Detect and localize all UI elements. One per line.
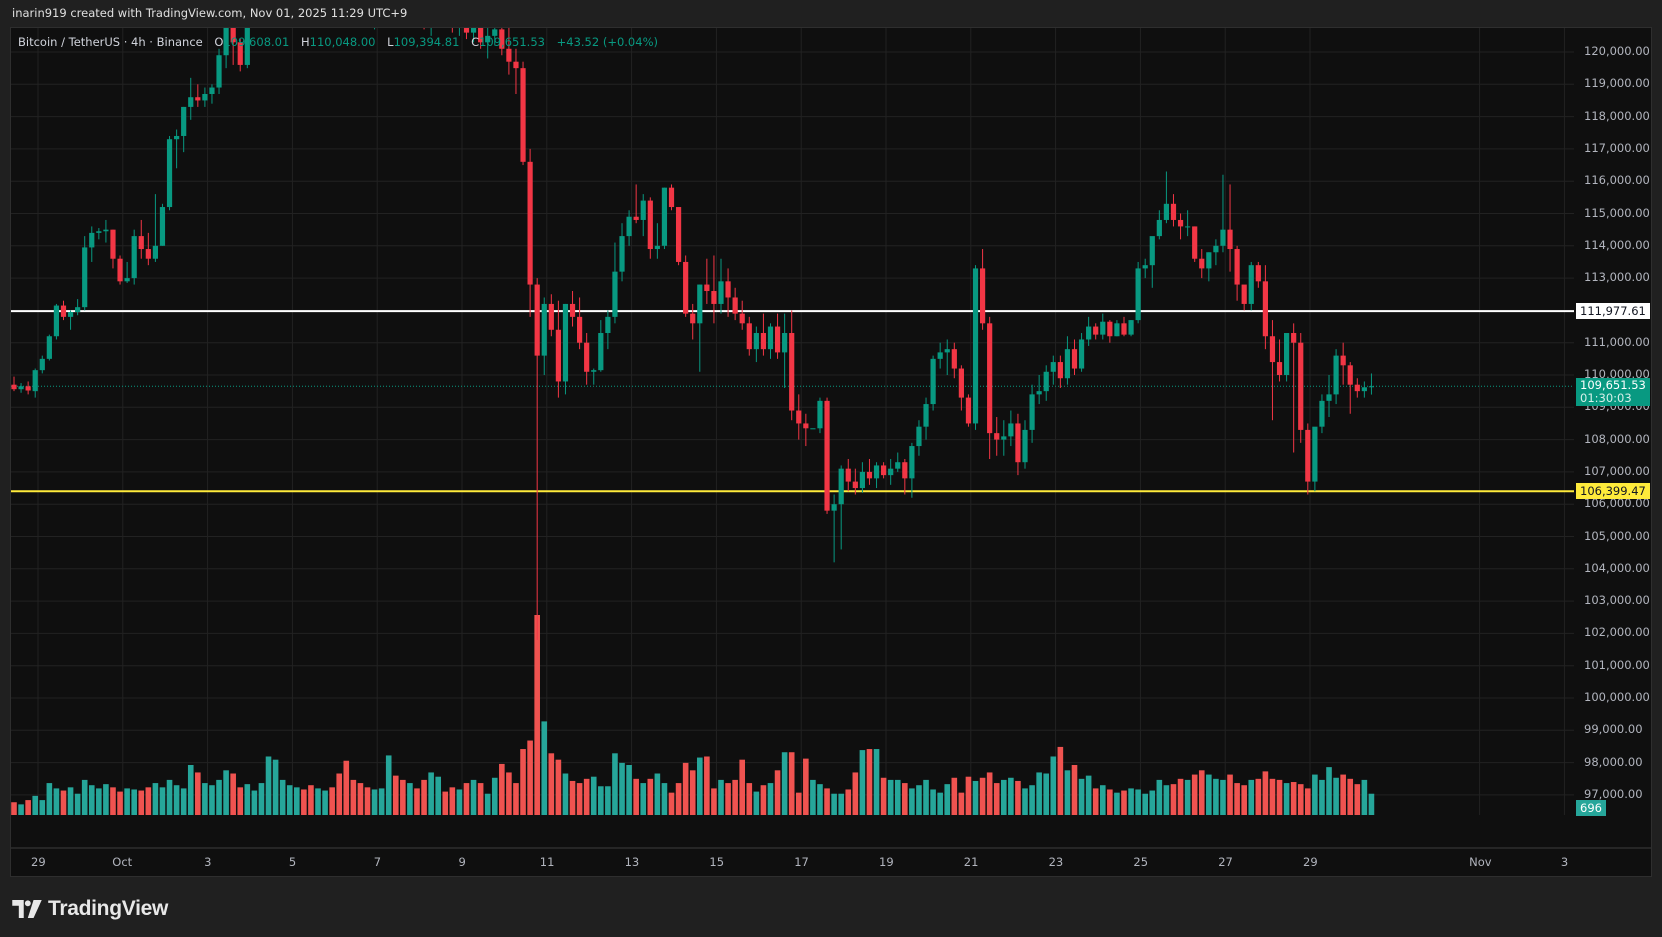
price-tick-label: 99,000.00 <box>1584 722 1643 737</box>
ohlc-legend: Bitcoin / TetherUS · 4h · Binance O109,6… <box>18 35 658 49</box>
price-tick-label: 107,000.00 <box>1584 463 1650 478</box>
price-tick-label: 117,000.00 <box>1584 140 1650 155</box>
low-label: L <box>387 35 394 49</box>
price-tick-label: 118,000.00 <box>1584 108 1650 123</box>
top-bar: inarin919 created with TradingView.com, … <box>0 0 1662 27</box>
price-tick-label: 104,000.00 <box>1584 560 1650 575</box>
price-tick-label: 113,000.00 <box>1584 270 1650 285</box>
close-label: C <box>471 35 480 49</box>
time-tick-label: 15 <box>709 855 725 869</box>
low-value: 109,394.81 <box>393 35 460 49</box>
yellow-line-price: 106,399.47 <box>1580 484 1646 499</box>
time-tick-label: 5 <box>288 855 297 869</box>
price-tick-label: 120,000.00 <box>1584 44 1650 58</box>
price-tick-label: 102,000.00 <box>1584 625 1650 640</box>
volume-last: 696 <box>1580 801 1602 815</box>
open-value: 109,608.01 <box>223 35 290 49</box>
snapshot-caption: inarin919 created with TradingView.com, … <box>12 6 408 20</box>
time-tick-label: 19 <box>879 855 894 869</box>
chart-frame[interactable] <box>10 27 1652 877</box>
change-value: +43.52 (+0.04%) <box>556 35 658 49</box>
white-line-price: 111,977.61 <box>1580 304 1646 319</box>
last-price-tag: 109,651.53 01:30:03 <box>1576 378 1650 407</box>
high-label: H <box>300 35 310 49</box>
tradingview-logo[interactable]: TradingView <box>12 897 168 921</box>
time-tick-label: 29 <box>1303 855 1318 869</box>
symbol-title[interactable]: Bitcoin / TetherUS · 4h · Binance <box>18 35 203 49</box>
time-tick-label: 21 <box>963 855 979 869</box>
price-tick-label: 116,000.00 <box>1584 173 1650 188</box>
price-tick-label: 111,000.00 <box>1584 334 1650 349</box>
time-tick-label: 11 <box>539 855 555 869</box>
time-tick-label: 27 <box>1218 855 1233 869</box>
price-tick-label: 110,000.00 <box>1584 367 1650 381</box>
volume-tag: 696 <box>1576 800 1606 816</box>
time-tick-label: 7 <box>373 855 382 869</box>
price-tick-label: 103,000.00 <box>1584 593 1650 608</box>
price-tick-label: 115,000.00 <box>1584 205 1650 220</box>
time-tick-label: 9 <box>458 855 466 869</box>
close-value: 109,651.53 <box>479 35 545 49</box>
price-tick-label: 105,000.00 <box>1584 528 1650 543</box>
price-tick-label: 119,000.00 <box>1584 76 1650 91</box>
time-tick-label: 3 <box>204 855 212 869</box>
price-tick-label: 101,000.00 <box>1584 657 1650 672</box>
price-tick-label: 106,000.00 <box>1584 496 1650 511</box>
white-line-price-tag: 111,977.61 <box>1576 303 1650 320</box>
time-tick-label: 23 <box>1048 855 1064 869</box>
tradingview-wordmark: TradingView <box>48 897 169 920</box>
time-tick-label: 29 <box>31 855 46 869</box>
time-tick-label: 25 <box>1133 855 1149 869</box>
time-tick-label: 13 <box>624 855 640 869</box>
time-tick-label: 17 <box>794 855 809 869</box>
last-price: 109,651.53 <box>1580 378 1646 393</box>
yellow-line-price-tag: 106,399.47 <box>1576 483 1650 500</box>
price-tick-label: 98,000.00 <box>1584 754 1643 769</box>
time-tick-label: 3 <box>1560 855 1569 869</box>
time-tick-label: Oct <box>112 855 133 869</box>
price-tick-label: 97,000.00 <box>1584 786 1643 801</box>
high-value: 110,048.00 <box>309 35 376 49</box>
price-tick-label: 114,000.00 <box>1584 237 1650 252</box>
bar-countdown: 01:30:03 <box>1580 391 1632 406</box>
price-tick-label: 100,000.00 <box>1584 690 1650 704</box>
tradingview-logo-icon <box>12 900 42 918</box>
time-tick-label: Nov <box>1469 855 1492 869</box>
open-label: O <box>214 35 224 49</box>
price-tick-label: 108,000.00 <box>1584 431 1650 446</box>
